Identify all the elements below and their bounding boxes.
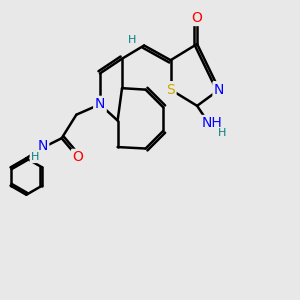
Text: N: N: [95, 98, 105, 111]
Text: N: N: [37, 139, 48, 153]
Text: N: N: [214, 82, 224, 97]
Text: S: S: [166, 82, 175, 97]
Text: O: O: [72, 150, 83, 164]
Text: O: O: [192, 11, 203, 25]
Text: H: H: [31, 152, 39, 162]
Text: NH: NH: [202, 116, 222, 130]
Text: H: H: [218, 128, 226, 138]
Text: H: H: [128, 34, 136, 45]
